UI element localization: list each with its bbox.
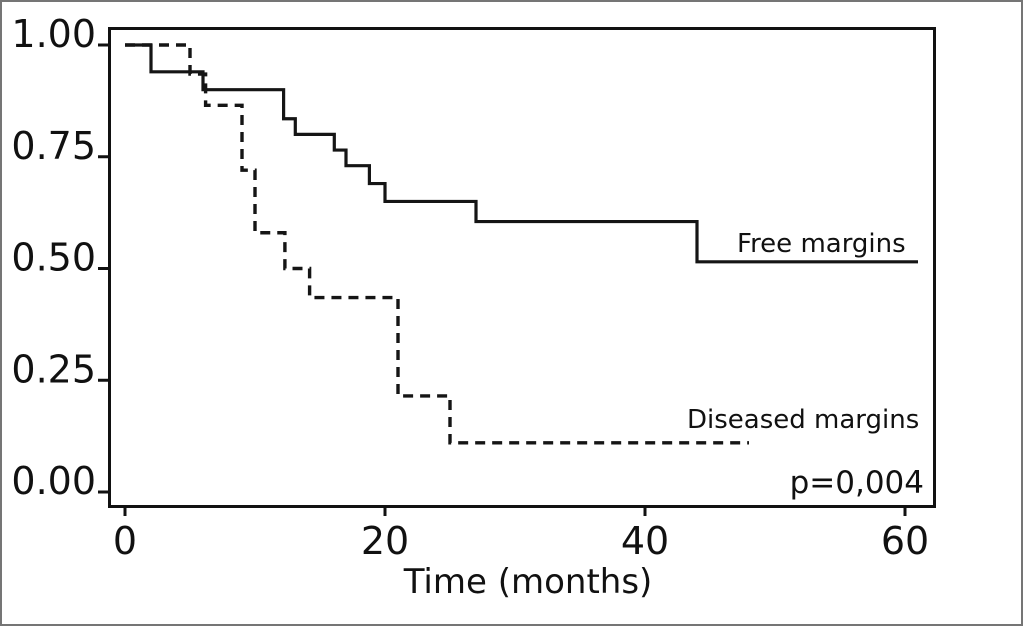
y-tick-label: 0.25 — [11, 347, 96, 391]
p-value-label: p=0,004 — [790, 465, 924, 501]
survival-curve-free-margins — [125, 43, 918, 264]
series-label-free-margins: Free margins — [737, 229, 906, 259]
y-tick-label: 0.00 — [11, 459, 96, 503]
survival-curves — [125, 43, 918, 445]
x-tick-label: 40 — [621, 519, 669, 563]
x-axis-title: Time (months) — [403, 562, 653, 602]
y-tick-label: 0.75 — [11, 124, 96, 168]
x-tick-label: 0 — [113, 519, 137, 563]
y-tick-label: 1.00 — [11, 12, 96, 56]
x-tick-label: 20 — [361, 519, 409, 563]
x-tick-label: 60 — [881, 519, 929, 563]
series-label-diseased-margins: Diseased margins — [687, 405, 919, 435]
y-axis-ticks: 1.00 0.75 0.50 0.25 0.00 — [11, 12, 110, 503]
x-axis-ticks: 0 20 40 60 — [113, 506, 929, 563]
survival-curve-diseased-margins — [125, 43, 749, 445]
y-tick-label: 0.50 — [11, 236, 96, 280]
